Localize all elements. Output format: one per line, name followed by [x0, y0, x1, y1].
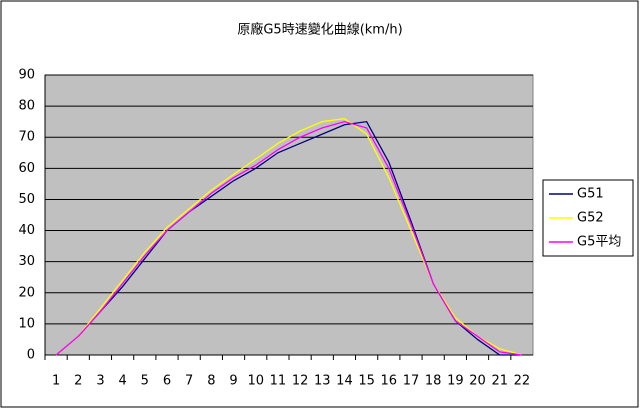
- x-tick-label: 14: [336, 374, 353, 389]
- series-line: [55, 117, 523, 356]
- x-tick-label: 5: [141, 374, 149, 389]
- x-tick-label: 1: [52, 374, 60, 389]
- x-tick-label: 16: [381, 374, 398, 389]
- series-line: [55, 120, 522, 356]
- x-tick-label: 3: [96, 374, 104, 389]
- x-tick-label: 8: [207, 374, 215, 389]
- x-tick-label: 18: [425, 374, 442, 389]
- y-tick-label: 90: [18, 68, 35, 83]
- legend-label: G52: [577, 211, 604, 226]
- chart-title: 原廠G5時速變化曲線(km/h): [237, 22, 402, 38]
- y-tick-label: 50: [18, 192, 35, 207]
- x-tick-label: 4: [118, 374, 126, 389]
- y-tick-label: 20: [18, 285, 35, 300]
- x-tick-label: 12: [292, 374, 309, 389]
- legend-label: G5平均: [577, 235, 621, 250]
- x-tick-label: 15: [358, 374, 375, 389]
- legend-label: G51: [577, 187, 604, 202]
- x-tick-label: 20: [469, 374, 486, 389]
- x-tick-label: 19: [447, 374, 464, 389]
- x-tick-label: 7: [185, 374, 193, 389]
- y-tick-label: 80: [18, 99, 35, 114]
- y-tick-label: 0: [27, 348, 35, 363]
- x-tick-label: 6: [163, 374, 171, 389]
- x-tick-label: 13: [314, 374, 331, 389]
- y-tick-label: 60: [18, 161, 35, 176]
- y-tick-label: 70: [18, 130, 35, 145]
- y-tick-label: 10: [18, 316, 35, 331]
- x-tick-label: 10: [247, 374, 264, 389]
- x-tick-label: 17: [403, 374, 420, 389]
- y-tick-label: 40: [18, 223, 35, 238]
- x-tick-label: 11: [270, 374, 287, 389]
- x-tick-label: 21: [491, 374, 508, 389]
- y-tick-label: 30: [18, 254, 35, 269]
- plot-area: [44, 74, 534, 356]
- x-tick-label: 2: [74, 374, 82, 389]
- x-tick-label: 22: [514, 374, 531, 389]
- x-tick-label: 9: [229, 374, 237, 389]
